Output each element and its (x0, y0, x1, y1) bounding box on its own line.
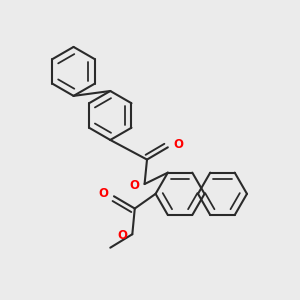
Text: O: O (129, 179, 139, 192)
Text: O: O (173, 138, 183, 152)
Text: O: O (99, 187, 109, 200)
Text: O: O (118, 229, 128, 242)
